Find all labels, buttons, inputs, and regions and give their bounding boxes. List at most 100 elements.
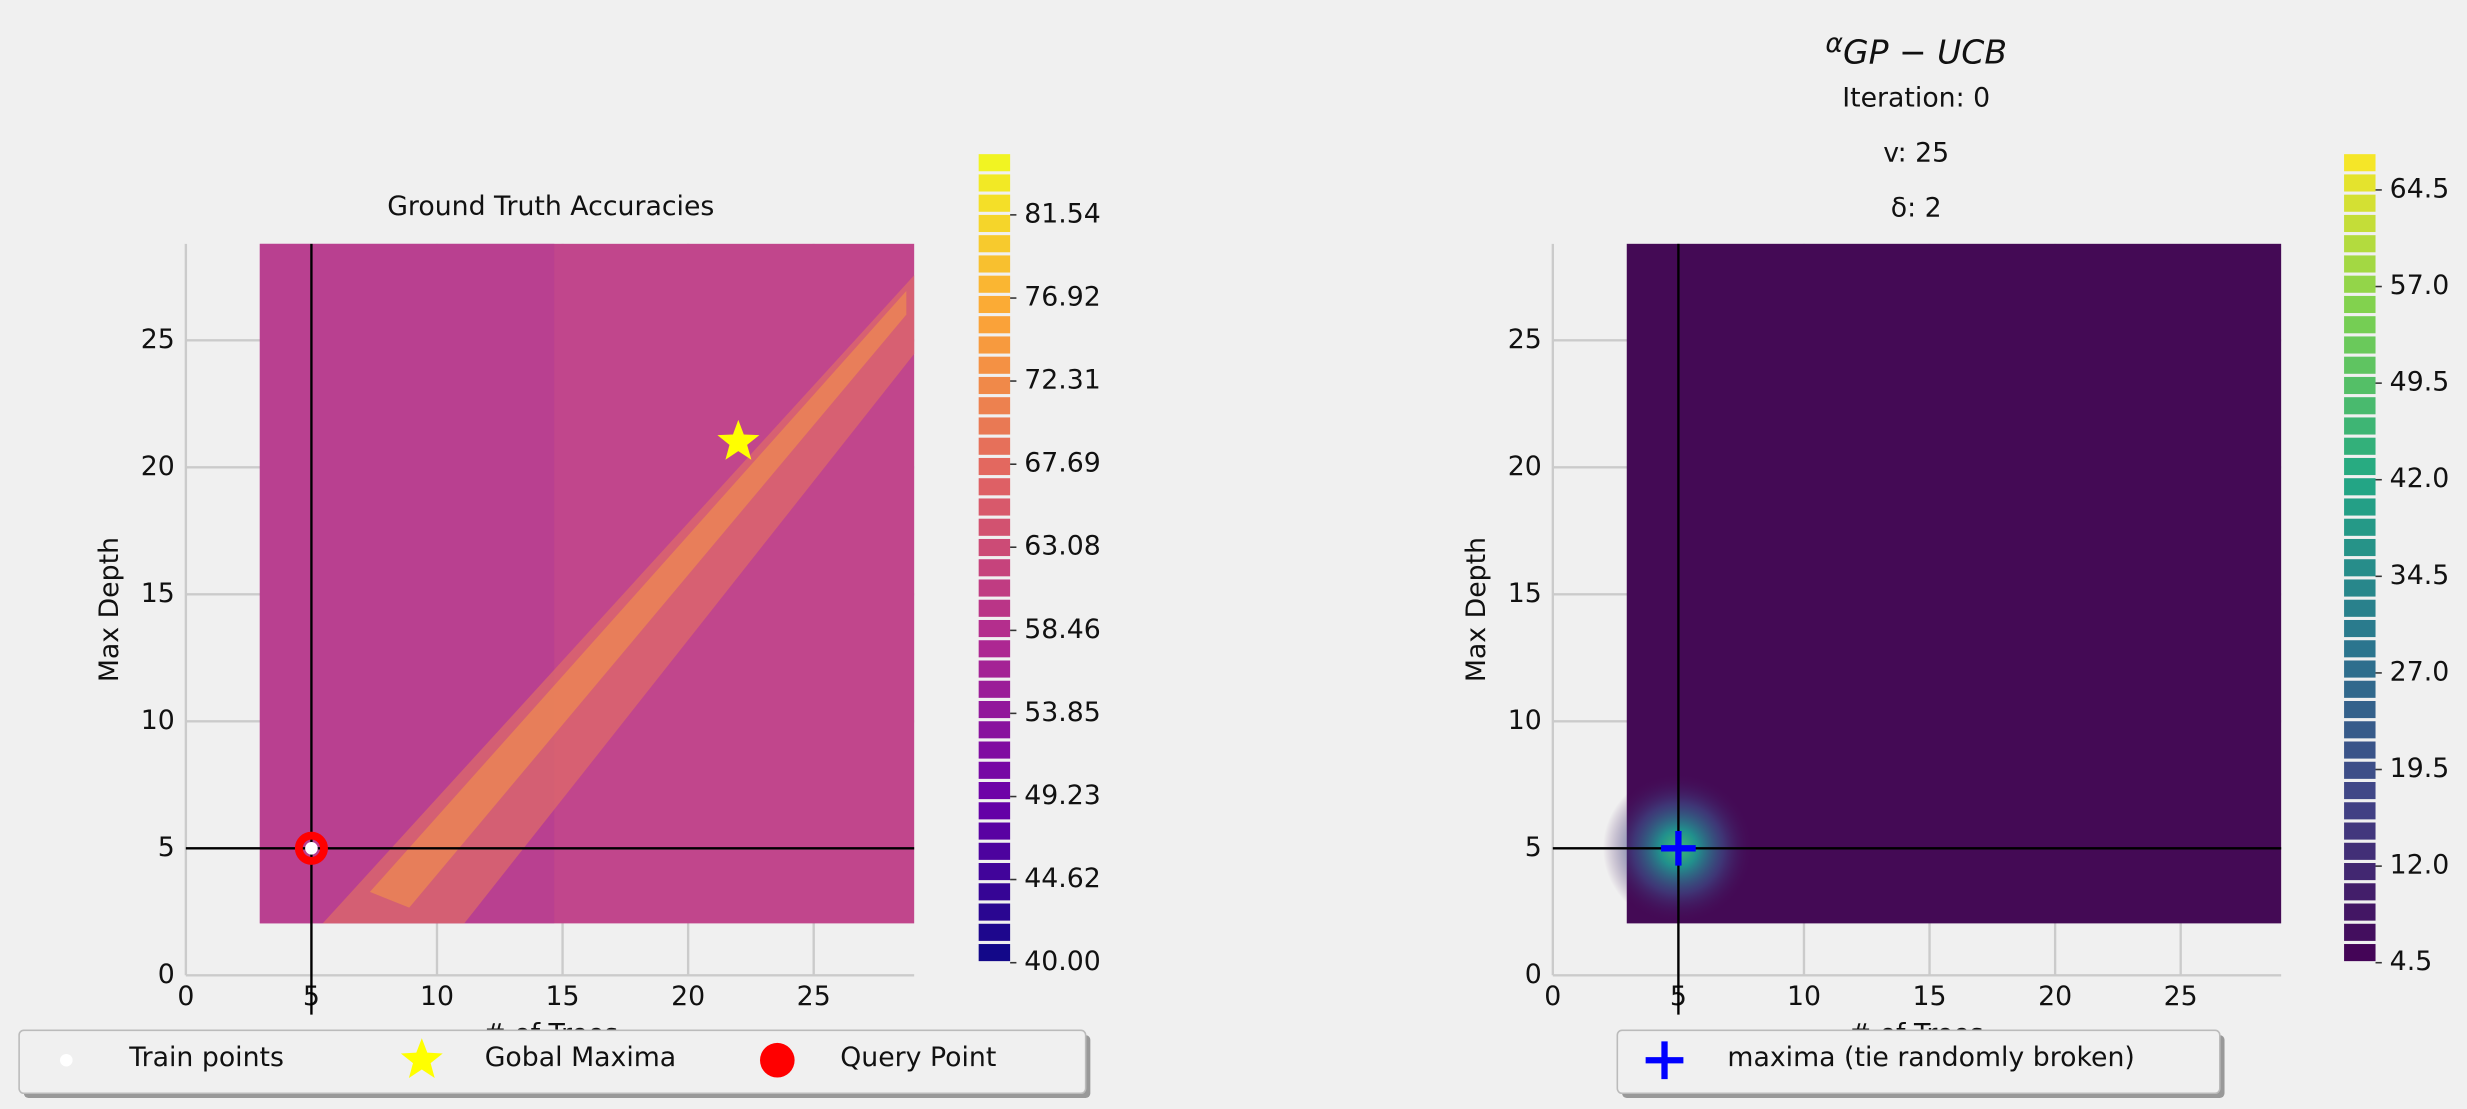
x-tick-label: 25 xyxy=(797,981,831,1012)
colorbar-segment xyxy=(978,275,1011,293)
colorbar-tick-label: 27.0 xyxy=(2390,656,2450,687)
colorbar-segment xyxy=(978,356,1011,374)
colorbar-segment xyxy=(978,154,1011,172)
colorbar-segment xyxy=(2344,478,2376,496)
colorbar-segment xyxy=(978,700,1011,719)
colorbar-segment xyxy=(2344,235,2376,253)
colorbar-segment xyxy=(2344,255,2376,273)
colorbar-segment xyxy=(2344,154,2376,172)
chart-title: αGP − UCB xyxy=(1825,28,2007,71)
y-tick-label: 25 xyxy=(1508,324,1542,355)
colorbar-segment xyxy=(2344,538,2376,557)
colorbar-tick-label: 64.5 xyxy=(2390,173,2450,204)
colorbar-tick-label: 76.92 xyxy=(1024,282,1101,313)
colorbar-tick-label: 19.5 xyxy=(2390,753,2450,784)
y-tick-label: 25 xyxy=(141,324,175,355)
colorbar-segment xyxy=(2344,842,2376,860)
y-tick-label: 5 xyxy=(1525,832,1542,863)
colorbar-tick-label: 81.54 xyxy=(1024,198,1101,229)
colorbar-tick-label: 4.5 xyxy=(2390,946,2433,977)
title-subscript: GP − UCB xyxy=(1843,32,2007,71)
colorbar-segment xyxy=(978,761,1011,779)
legend-marker xyxy=(400,1038,443,1079)
maxima-point xyxy=(1661,830,1696,866)
y-tick-label: 15 xyxy=(141,578,175,609)
x-tick-label: 25 xyxy=(2164,981,2198,1012)
x-tick-label: 15 xyxy=(546,981,580,1012)
colorbar-segment xyxy=(978,923,1011,941)
chart-title: v: 25 xyxy=(1883,138,1949,169)
colorbar-segment xyxy=(2344,619,2376,638)
colorbar-segment xyxy=(2344,376,2376,395)
colorbar-segment xyxy=(978,457,1011,476)
colorbar-segment xyxy=(978,559,1011,577)
colorbar-segment xyxy=(978,599,1011,617)
chart-title: δ: 2 xyxy=(1891,193,1942,224)
y-axis-label: Max Depth xyxy=(94,537,125,682)
title-symbol: α xyxy=(1825,28,1843,59)
colorbar-segment xyxy=(978,478,1011,496)
colorbar-segment xyxy=(2344,923,2376,941)
colorbar-segment xyxy=(978,437,1011,455)
y-tick-label: 20 xyxy=(141,451,175,482)
colorbar-segment xyxy=(2344,680,2376,698)
y-tick-label: 20 xyxy=(1508,451,1542,482)
colorbar-segment xyxy=(978,376,1011,395)
heatmap-ridge xyxy=(369,291,907,908)
colorbar-segment xyxy=(978,417,1011,435)
colorbar-segment xyxy=(978,782,1011,800)
colorbar-segment xyxy=(978,842,1011,860)
colorbar-segment xyxy=(978,640,1011,658)
colorbar-segment xyxy=(2344,417,2376,435)
colorbar-segment xyxy=(978,883,1011,901)
colorbar-segment xyxy=(978,194,1011,212)
colorbar-segment xyxy=(2344,599,2376,617)
colorbar-segment xyxy=(978,721,1011,739)
global-maxima xyxy=(717,419,760,460)
colorbar-segment xyxy=(2344,437,2376,455)
colorbar-tick-label: 72.31 xyxy=(1024,365,1101,396)
x-tick-label: 0 xyxy=(177,981,194,1012)
colorbar-tick-label: 53.85 xyxy=(1024,697,1101,728)
colorbar-segment xyxy=(2344,660,2376,678)
colorbar-segment xyxy=(978,863,1011,881)
legend-label: Gobal Maxima xyxy=(485,1042,676,1073)
x-tick-label: 10 xyxy=(420,981,454,1012)
colorbar-segment xyxy=(978,214,1011,233)
legend-marker xyxy=(60,1053,73,1067)
chart-title: Ground Truth Accuracies xyxy=(387,191,714,222)
y-tick-label: 5 xyxy=(158,832,175,863)
colorbar-tick-label: 44.62 xyxy=(1024,863,1101,894)
colorbar-segment xyxy=(2344,822,2376,840)
colorbar-segment xyxy=(978,619,1011,638)
query-point xyxy=(294,831,328,865)
heatmap-ridge xyxy=(322,275,915,924)
colorbar-segment xyxy=(2344,214,2376,233)
colorbar-segment xyxy=(978,255,1011,273)
legend-box xyxy=(1616,1029,2221,1095)
colorbar-segment xyxy=(978,316,1011,334)
colorbar-segment xyxy=(978,235,1011,253)
colorbar-segment xyxy=(2344,194,2376,212)
colorbar-tick-label: 12.0 xyxy=(2390,850,2450,881)
colorbar-segment xyxy=(978,579,1011,597)
colorbar-segment xyxy=(2344,295,2376,314)
x-tick-label: 10 xyxy=(1787,981,1821,1012)
x-tick-label: 20 xyxy=(671,981,705,1012)
y-tick-label: 15 xyxy=(1508,578,1542,609)
colorbar-tick-label: 67.69 xyxy=(1024,448,1101,479)
colorbar-segment xyxy=(2344,782,2376,800)
colorbar-tick-label: 34.5 xyxy=(2390,560,2450,591)
colorbar-segment xyxy=(2344,944,2376,962)
x-tick-label: 0 xyxy=(1544,981,1561,1012)
colorbar-segment xyxy=(978,903,1011,921)
train-point xyxy=(305,842,318,855)
x-tick-label: 20 xyxy=(2038,981,2072,1012)
colorbar-segment xyxy=(2344,741,2376,759)
colorbar-segment xyxy=(978,741,1011,759)
colorbar-segment xyxy=(978,680,1011,698)
colorbar-segment xyxy=(978,538,1011,557)
chart-title: Iteration: 0 xyxy=(1842,83,1990,114)
colorbar-segment xyxy=(2344,903,2376,921)
